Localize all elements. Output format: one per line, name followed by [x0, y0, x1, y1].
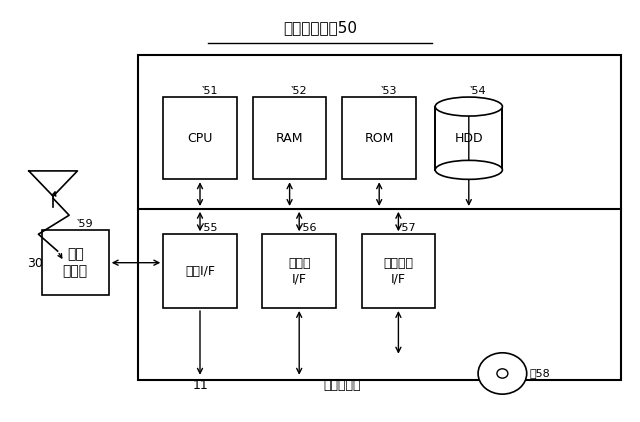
Text: 11: 11 — [193, 379, 208, 392]
Bar — [42, 230, 109, 295]
Text: 入出力装置: 入出力装置 — [324, 379, 361, 392]
Text: ‵53: ‵53 — [381, 86, 397, 96]
Text: ‵57: ‵57 — [400, 223, 417, 233]
Text: 無線
通信機: 無線 通信機 — [63, 248, 88, 278]
Bar — [253, 97, 326, 179]
Ellipse shape — [435, 160, 502, 179]
Bar — [163, 97, 237, 179]
Text: ‵51: ‵51 — [202, 86, 218, 96]
Text: ‵55: ‵55 — [202, 223, 218, 233]
Text: ROM: ROM — [365, 132, 394, 145]
Bar — [262, 234, 336, 308]
Text: ‵54: ‵54 — [470, 86, 487, 96]
Bar — [362, 234, 435, 308]
Text: CPU: CPU — [188, 132, 212, 145]
Text: メディア
I/F: メディア I/F — [383, 257, 413, 285]
Ellipse shape — [435, 97, 502, 116]
Text: ～58: ～58 — [530, 368, 550, 379]
Text: 通信I/F: 通信I/F — [185, 265, 215, 278]
Text: ‵56: ‵56 — [301, 223, 317, 233]
Ellipse shape — [478, 353, 527, 394]
Text: ‵59: ‵59 — [77, 219, 93, 229]
Text: コンピュータ50: コンピュータ50 — [283, 20, 357, 35]
Text: RAM: RAM — [276, 132, 303, 145]
Bar — [138, 55, 621, 380]
Bar — [163, 234, 237, 308]
Text: 30: 30 — [28, 257, 43, 270]
Bar — [342, 97, 416, 179]
Bar — [435, 107, 502, 170]
Text: HDD: HDD — [454, 132, 483, 145]
Text: ‵52: ‵52 — [291, 86, 308, 96]
Ellipse shape — [497, 369, 508, 378]
Text: 入出力
I/F: 入出力 I/F — [288, 257, 310, 285]
